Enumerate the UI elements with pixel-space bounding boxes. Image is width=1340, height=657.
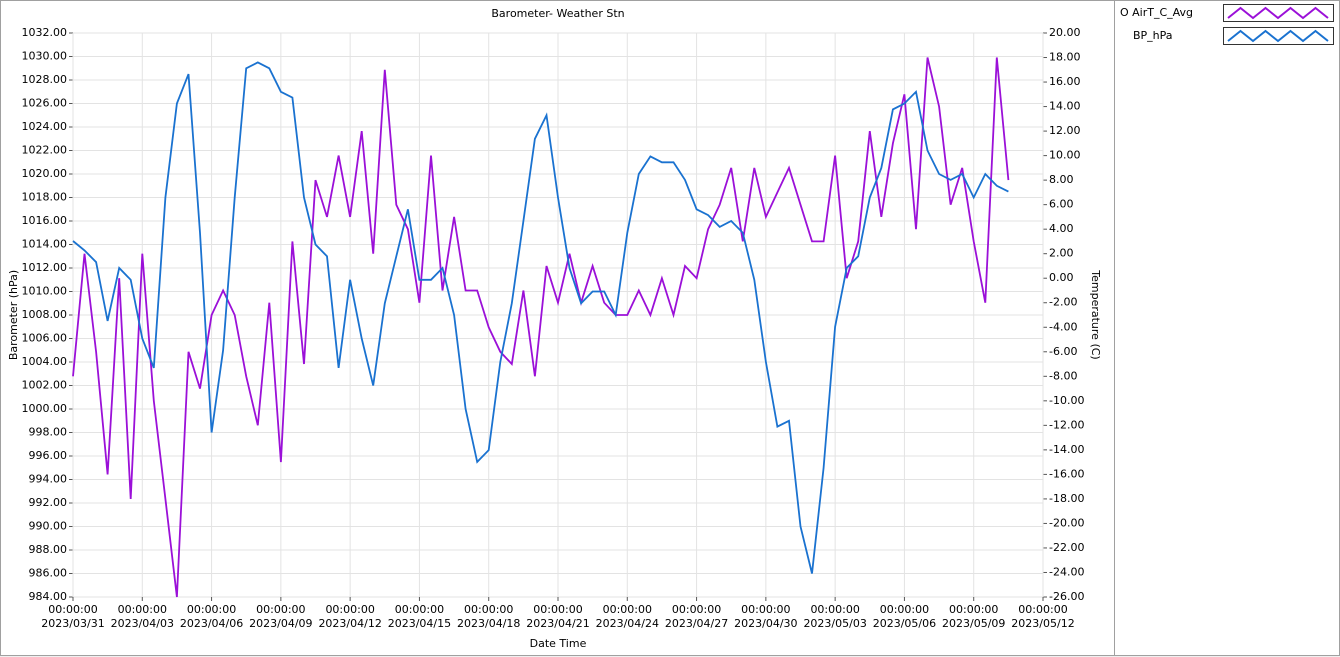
y2-tick-label: -2.00	[1049, 296, 1077, 309]
x-tick-label: 00:00:00 2023/04/21	[526, 603, 590, 630]
legend-label: BP_hPa	[1133, 29, 1173, 42]
y2-tick-label: -12.00	[1049, 418, 1084, 431]
y2-tick-label: 20.00	[1049, 26, 1081, 39]
y2-tick-label: -20.00	[1049, 516, 1084, 529]
legend-swatch	[1227, 29, 1329, 43]
y2-tick-label: 6.00	[1049, 198, 1074, 211]
y2-tick-label: -24.00	[1049, 565, 1084, 578]
chart-title: Barometer- Weather Stn	[491, 7, 624, 20]
y2-tick-label: -6.00	[1049, 345, 1077, 358]
x-tick-label: 00:00:00 2023/05/12	[1011, 603, 1075, 630]
y2-tick-label: 14.00	[1049, 100, 1081, 113]
y-tick-label: 1004.00	[22, 355, 68, 368]
y-tick-label: 1018.00	[22, 191, 68, 204]
legend-swatch	[1227, 6, 1329, 20]
x-tick-label: 00:00:00 2023/04/06	[179, 603, 244, 630]
y-tick-label: 1010.00	[22, 285, 68, 298]
y-tick-label: 994.00	[29, 473, 68, 486]
y-tick-label: 984.00	[29, 590, 68, 603]
y2-tick-label: 16.00	[1049, 75, 1081, 88]
y-tick-label: 1024.00	[22, 120, 68, 133]
y2-tick-label: -22.00	[1049, 541, 1084, 554]
y-tick-label: 1014.00	[22, 238, 68, 251]
x-tick-label: 00:00:00 2023/05/06	[872, 603, 937, 630]
y2-tick-label: 2.00	[1049, 247, 1074, 260]
x-tick-label: 00:00:00 2023/04/09	[249, 603, 313, 630]
y-tick-label: 992.00	[29, 496, 68, 509]
y-tick-label: 998.00	[29, 426, 68, 439]
y2-tick-label: -16.00	[1049, 467, 1084, 480]
y-tick-label: 1016.00	[22, 214, 68, 227]
x-tick-label: 00:00:00 2023/04/27	[664, 603, 729, 630]
y2-tick-label: 18.00	[1049, 51, 1081, 64]
x-tick-label: 00:00:00 2023/04/30	[734, 603, 798, 630]
x-tick-label: 00:00:00 2023/04/03	[110, 603, 174, 630]
y-tick-label: 1008.00	[22, 308, 68, 321]
legend-swatch-box	[1223, 27, 1334, 45]
y-tick-label: 1012.00	[22, 261, 68, 274]
x-axis-label: Date Time	[530, 637, 587, 650]
y2-tick-label: -4.00	[1049, 320, 1077, 333]
y2-axis-label: Temperature (C)	[1089, 269, 1102, 359]
y2-tick-label: 8.00	[1049, 173, 1074, 186]
y-tick-label: 1020.00	[22, 167, 68, 180]
y2-tick-label: 0.00	[1049, 271, 1074, 284]
y2-tick-label: 10.00	[1049, 149, 1081, 162]
x-tick-label: 00:00:00 2023/05/03	[803, 603, 867, 630]
series-line	[72, 57, 1010, 598]
y-tick-label: 990.00	[29, 520, 68, 533]
y-tick-label: 1032.00	[22, 26, 68, 39]
x-tick-label: 00:00:00 2023/04/24	[595, 603, 659, 630]
y-axis-label: Barometer (hPa)	[7, 270, 20, 360]
y-tick-label: 986.00	[29, 567, 68, 580]
x-tick-label: 00:00:00 2023/04/18	[457, 603, 521, 630]
legend-swatch-box	[1223, 4, 1334, 22]
y2-tick-label: -26.00	[1049, 590, 1084, 603]
y2-tick-label: -8.00	[1049, 369, 1077, 382]
legend-panel	[1114, 0, 1340, 656]
legend-label: O AirT_C_Avg	[1120, 6, 1193, 19]
x-tick-label: 00:00:00 2023/05/09	[942, 603, 1006, 630]
y2-tick-label: -10.00	[1049, 394, 1084, 407]
y-tick-label: 1000.00	[22, 402, 68, 415]
y-tick-label: 1026.00	[22, 97, 68, 110]
y2-tick-label: 4.00	[1049, 222, 1074, 235]
x-tick-label: 00:00:00 2023/04/12	[318, 603, 382, 630]
y-tick-label: 1030.00	[22, 50, 68, 63]
y2-tick-label: 12.00	[1049, 124, 1081, 137]
y-tick-label: 1022.00	[22, 144, 68, 157]
series-line	[72, 61, 1009, 574]
x-tick-label: 00:00:00 2023/04/15	[387, 603, 452, 630]
y2-tick-label: -14.00	[1049, 443, 1084, 456]
y-tick-label: 1006.00	[22, 332, 68, 345]
y-tick-label: 996.00	[29, 449, 68, 462]
x-tick-label: 00:00:00 2023/03/31	[41, 603, 105, 630]
y-tick-label: 1002.00	[22, 379, 68, 392]
y-tick-label: 988.00	[29, 543, 68, 556]
y-tick-label: 1028.00	[22, 73, 68, 86]
y2-tick-label: -18.00	[1049, 492, 1084, 505]
